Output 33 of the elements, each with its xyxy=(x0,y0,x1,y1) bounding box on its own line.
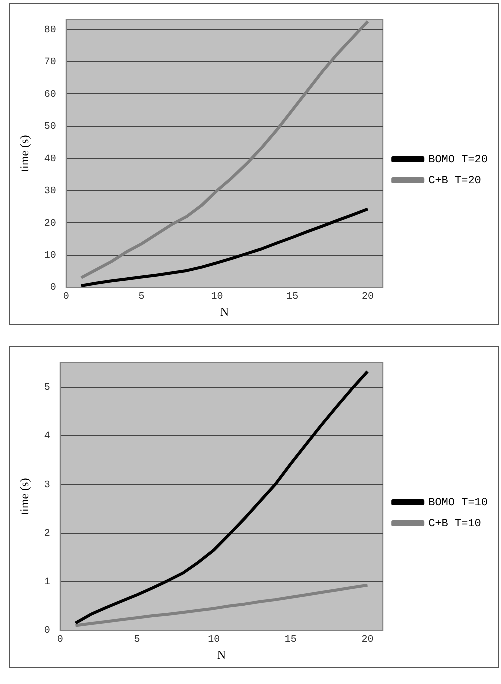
y-tick-label: 3 xyxy=(44,480,50,492)
y-tick-label: 20 xyxy=(44,218,56,230)
y-tick-label: 50 xyxy=(44,122,56,134)
x-tick-label: 5 xyxy=(138,292,145,304)
x-tick-label: 20 xyxy=(362,635,374,646)
x-tick-label: 10 xyxy=(211,292,224,304)
x-axis-title: N xyxy=(217,648,226,662)
x-axis-title: N xyxy=(220,304,230,319)
x-tick-label: 5 xyxy=(134,635,140,646)
y-tick-label: 60 xyxy=(44,90,56,101)
x-tick-label: 0 xyxy=(63,292,70,304)
x-tick-label: 10 xyxy=(208,635,220,646)
y-tick-label: 4 xyxy=(44,432,50,443)
x-tick-label: 15 xyxy=(284,635,297,646)
y-tick-label: 30 xyxy=(44,186,56,198)
legend-label: BOMO T=10 xyxy=(428,497,488,510)
legend-label: C+B T=10 xyxy=(428,518,482,530)
y-tick-label: 0 xyxy=(44,626,50,638)
y-tick-label: 70 xyxy=(44,58,56,69)
x-tick-label: 20 xyxy=(362,292,374,304)
y-tick-label: 10 xyxy=(44,251,56,262)
y-tick-label: 40 xyxy=(44,154,56,166)
y-tick-label: 5 xyxy=(44,382,50,394)
y-tick-label: 0 xyxy=(50,283,56,294)
legend-label: BOMO T=20 xyxy=(428,154,488,166)
x-tick-label: 15 xyxy=(286,292,299,304)
y-axis-title: time (s) xyxy=(17,135,32,172)
y-tick-label: 2 xyxy=(44,528,50,540)
legend-label: C+B T=20 xyxy=(428,175,482,188)
x-tick-label: 0 xyxy=(57,635,64,646)
y-tick-label: 80 xyxy=(44,25,56,36)
y-tick-label: 1 xyxy=(44,578,50,589)
y-axis-title: time (s) xyxy=(17,478,32,516)
